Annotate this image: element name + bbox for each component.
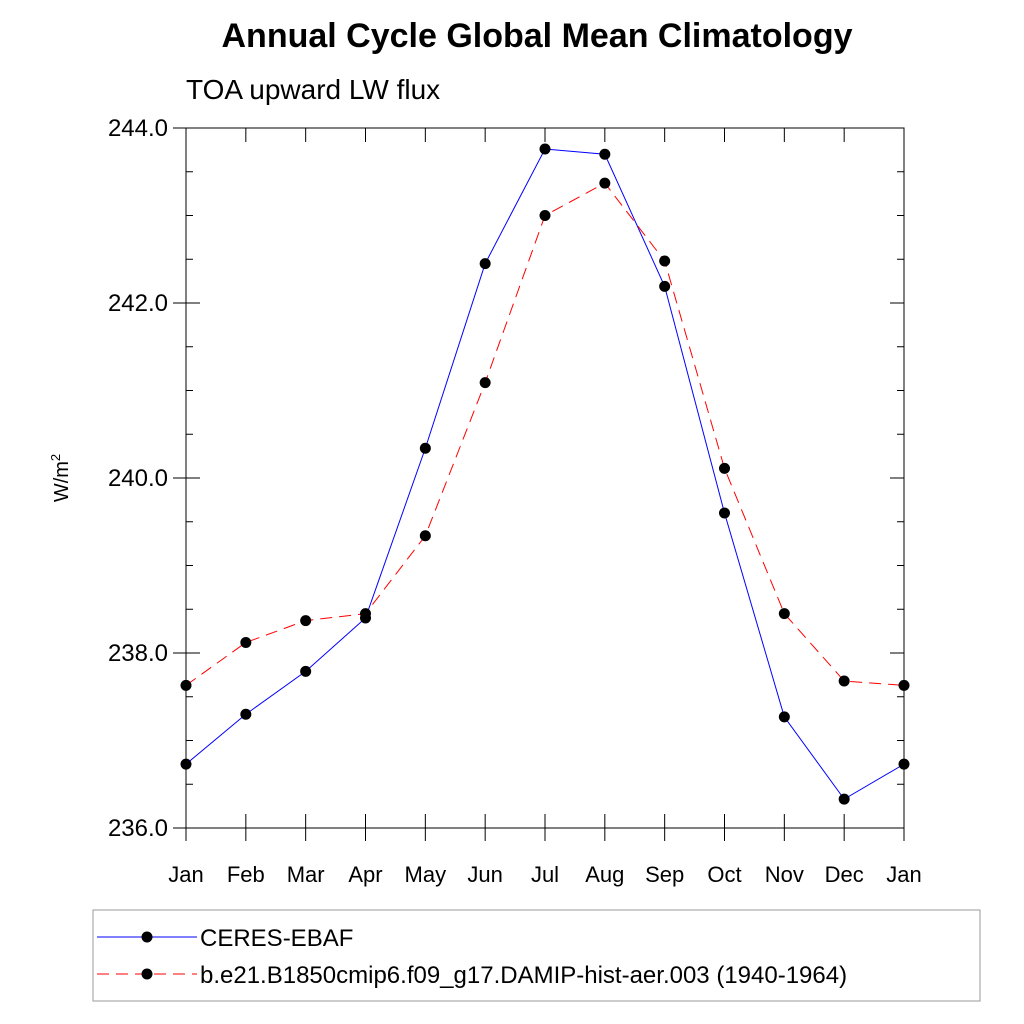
x-tick-label: Feb xyxy=(227,862,265,887)
y-tick-labels: 236.0 238.0 240.0 242.0 244.0 xyxy=(108,115,168,842)
data-point xyxy=(599,148,611,160)
x-tick-label: Jul xyxy=(531,862,559,887)
data-point xyxy=(838,675,850,687)
data-point xyxy=(419,442,431,454)
legend-label: CERES-EBAF xyxy=(200,925,353,952)
data-point xyxy=(719,462,730,474)
data-point xyxy=(240,637,252,648)
series-line xyxy=(185,182,905,686)
x-tick-label: Oct xyxy=(707,862,741,887)
legend-items: CERES-EBAF b.e21.B1850cmip6.f09_g17.DAMIP… xyxy=(97,925,847,989)
series-line xyxy=(185,148,905,800)
series-layer xyxy=(180,143,910,805)
x-tick-labels: Jan Feb Mar Apr May Jun Jul Aug Sep Oct Nov Dec Jan xyxy=(168,862,921,887)
x-tick-label: Mar xyxy=(287,862,325,887)
x-tick-label: Aug xyxy=(585,862,624,887)
plot-frame xyxy=(185,127,905,829)
legend-marker xyxy=(141,968,153,980)
x-tick-label: May xyxy=(405,862,447,887)
data-point xyxy=(419,530,431,542)
data-point xyxy=(659,255,671,267)
y-tick-label: 244.0 xyxy=(108,115,168,142)
data-point xyxy=(240,708,252,720)
legend: CERES-EBAF b.e21.B1850cmip6.f09_g17.DAMIP… xyxy=(92,909,981,1002)
y-tick-label: 236.0 xyxy=(108,815,168,842)
legend-item: CERES-EBAF xyxy=(97,925,353,952)
data-point xyxy=(479,258,491,270)
data-point xyxy=(659,280,671,292)
x-tick-label: Jan xyxy=(886,862,921,887)
series-2 xyxy=(180,177,910,691)
y-tick-label: 240.0 xyxy=(108,465,168,492)
legend-marker xyxy=(141,931,153,943)
data-point xyxy=(479,377,491,389)
data-point xyxy=(599,177,611,189)
y-tick-label: 238.0 xyxy=(108,640,168,667)
x-tick-label: Jun xyxy=(467,862,502,887)
x-tick-label: Nov xyxy=(765,862,804,887)
series-1 xyxy=(180,143,910,805)
chart-subtitle: TOA upward LW flux xyxy=(186,74,440,105)
data-point xyxy=(719,507,730,519)
y-axis-label-superscript: 2 xyxy=(48,454,63,461)
x-tick-label: Apr xyxy=(348,862,382,887)
x-tick-label: Jan xyxy=(168,862,203,887)
y-tick-label: 242.0 xyxy=(108,290,168,317)
chart-title: Annual Cycle Global Mean Climatology xyxy=(222,17,853,55)
y-axis-label: W/m2 xyxy=(48,454,73,502)
data-point xyxy=(300,665,312,677)
data-point xyxy=(360,608,371,620)
x-tick-label: Sep xyxy=(645,862,684,887)
data-point xyxy=(300,615,312,627)
x-tick-label: Dec xyxy=(825,862,864,887)
data-point xyxy=(838,793,850,805)
legend-box xyxy=(92,909,981,1002)
data-point xyxy=(539,143,551,155)
legend-label: b.e21.B1850cmip6.f09_g17.DAMIP-hist-aer.… xyxy=(200,962,847,989)
legend-item: b.e21.B1850cmip6.f09_g17.DAMIP-hist-aer.… xyxy=(97,962,847,989)
data-point xyxy=(778,711,790,723)
data-point xyxy=(778,608,790,620)
data-point xyxy=(539,210,551,221)
